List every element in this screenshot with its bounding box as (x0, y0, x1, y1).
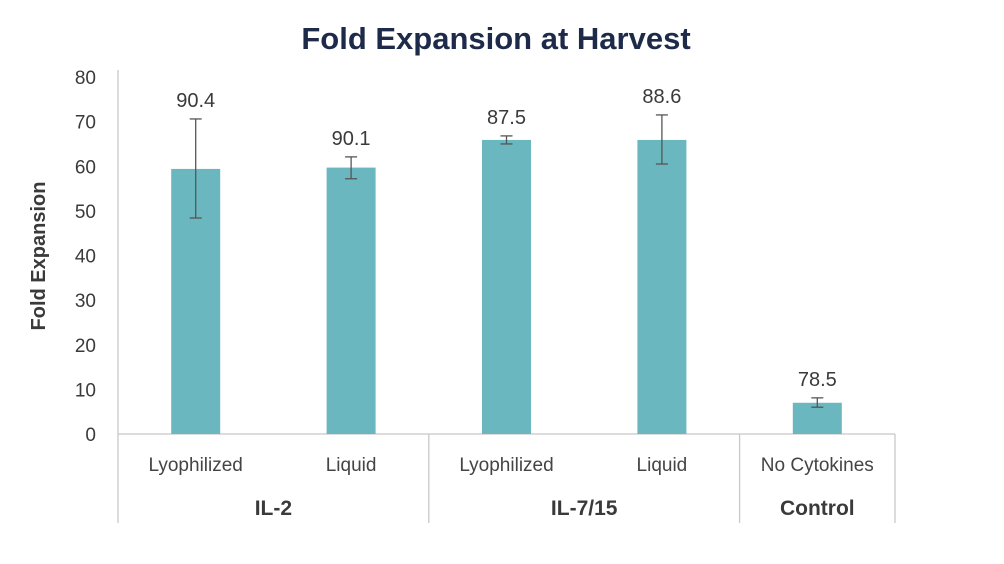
y-tick-label: 20 (75, 336, 96, 357)
y-tick-label: 70 (75, 113, 96, 134)
bar (482, 139, 531, 434)
data-label: 87.5 (487, 107, 526, 129)
chart-title: Fold Expansion at Harvest (301, 21, 690, 56)
data-label: 90.1 (332, 128, 371, 150)
y-tick-label: 50 (75, 202, 96, 223)
bar (792, 402, 842, 434)
y-tick-label: 60 (75, 157, 96, 178)
data-label: 88.6 (642, 86, 681, 108)
category-label: Liquid (326, 455, 377, 476)
category-label: Lyophilized (149, 455, 243, 476)
category-label: No Cytokines (761, 455, 874, 476)
y-tick-label: 10 (75, 380, 96, 401)
y-tick-label: 40 (75, 247, 96, 268)
category-label: Lyophilized (459, 455, 553, 476)
y-tick-label: 0 (85, 425, 96, 446)
y-tick-label: 30 (75, 291, 96, 312)
group-label: Control (780, 497, 855, 520)
y-tick-label: 80 (75, 68, 96, 89)
data-label: 90.4 (176, 90, 215, 112)
y-axis-label: Fold Expansion (28, 182, 50, 331)
category-label: Liquid (637, 455, 688, 476)
bar (326, 167, 376, 434)
data-label: 78.5 (798, 369, 837, 391)
group-label: IL-2 (255, 497, 292, 520)
group-label: IL-7/15 (551, 497, 618, 520)
bar (637, 139, 687, 434)
